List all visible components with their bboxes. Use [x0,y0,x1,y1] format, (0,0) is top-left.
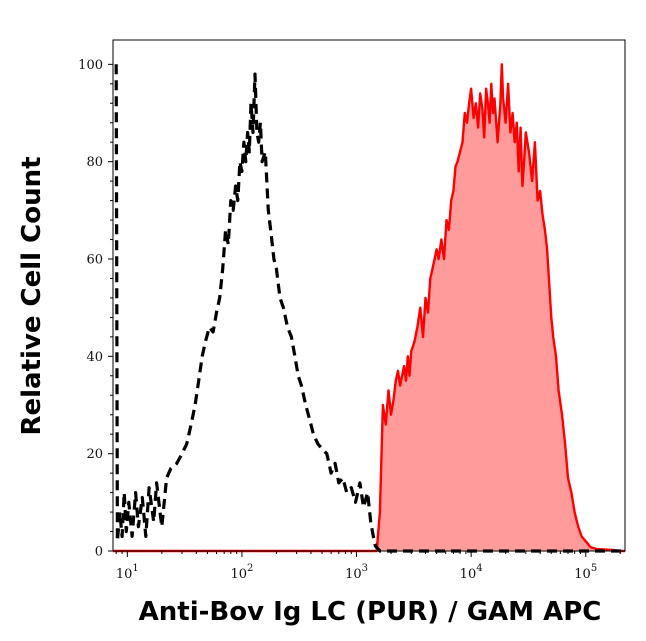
x-axis-title: Anti-Bov Ig LC (PUR) / GAM APC [139,597,602,627]
series-0-line [114,64,625,553]
y-tick-label: 60 [86,253,103,268]
x-tick-label: 105 [574,563,597,582]
x-tick-label: 104 [460,563,483,582]
x-tick-labels: 101 102 103 104 105 [116,563,597,582]
y-tick-label: 80 [86,155,103,170]
y-tick-label: 40 [86,350,103,365]
y-tick-label: 20 [86,447,103,462]
plot-frame [112,39,626,552]
series-layer [113,63,625,553]
x-tick-label: 103 [345,563,368,582]
series-1-area [113,64,625,552]
y-tick-label: 0 [95,545,103,560]
x-tick-label: 101 [116,563,139,582]
x-tick-label: 102 [230,563,253,582]
ticks-layer [108,63,621,557]
series-1-line [113,63,625,553]
y-tick-labels: 0 20 40 60 80 100 [78,58,103,560]
y-tick-label: 100 [78,58,103,73]
y-axis-title: Relative Cell Count [17,156,47,435]
